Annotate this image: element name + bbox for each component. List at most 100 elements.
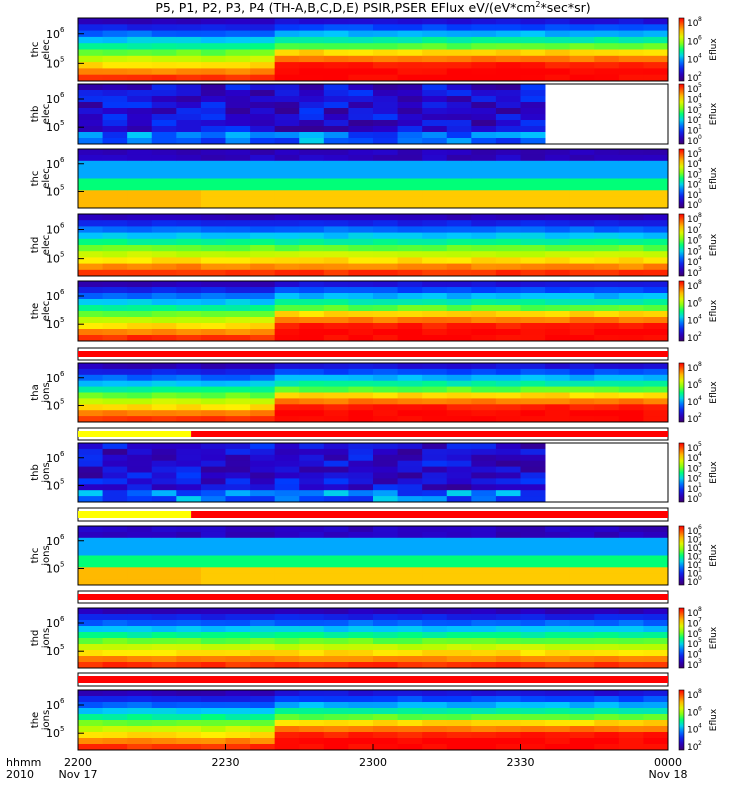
heatmap-cell — [643, 537, 669, 545]
heatmap-cell — [274, 68, 300, 76]
heatmap-cell — [545, 238, 571, 246]
heatmap-cell — [348, 392, 374, 399]
heatmap-cell — [127, 281, 153, 288]
heatmap-cell — [299, 317, 325, 324]
heatmap-cell — [446, 172, 472, 179]
heatmap-cell — [78, 732, 103, 739]
heatmap-cell — [495, 579, 521, 586]
heatmap-cell — [545, 74, 571, 82]
heatmap-cell — [299, 650, 325, 657]
heatmap-cell — [520, 404, 546, 411]
heatmap-cell — [299, 138, 325, 145]
heatmap-cell — [471, 484, 497, 491]
heatmap-cell — [471, 644, 497, 651]
heatmap-cell — [299, 404, 325, 411]
heatmap-cell — [373, 537, 398, 545]
panel-probe-label: thb — [30, 106, 41, 123]
heatmap-cell — [348, 102, 374, 109]
heatmap-cell — [127, 251, 153, 258]
heatmap-cell — [200, 363, 226, 370]
heatmap-cell — [78, 726, 103, 733]
heatmap-cell — [471, 196, 497, 203]
heatmap-cell — [520, 472, 546, 479]
heatmap-cell — [78, 120, 103, 127]
heatmap-cell — [176, 214, 202, 221]
heatmap-cell — [545, 24, 571, 31]
mode-bar-segment — [78, 676, 668, 683]
heatmap-cell — [151, 18, 177, 25]
heatmap-cell — [348, 368, 374, 376]
heatmap-cell — [225, 374, 251, 382]
heatmap-cell — [545, 696, 571, 703]
heatmap-cell — [102, 531, 128, 539]
heatmap-cell — [299, 149, 325, 156]
heatmap-cell — [569, 549, 595, 556]
heatmap-cell — [422, 714, 448, 721]
heatmap-cell — [594, 531, 620, 539]
heatmap-cell — [274, 160, 300, 168]
heatmap-cell — [348, 714, 374, 721]
heatmap-cell — [446, 329, 472, 336]
heatmap-cell — [176, 281, 202, 288]
heatmap-cell — [78, 245, 103, 252]
heatmap-cell — [520, 24, 546, 31]
heatmap-cell — [643, 644, 669, 651]
heatmap-cell — [78, 160, 103, 168]
heatmap-cell — [495, 632, 521, 639]
heatmap-cell — [102, 202, 128, 209]
heatmap-cell — [225, 220, 251, 227]
heatmap-cell — [200, 690, 226, 697]
heatmap-cell — [373, 549, 398, 556]
heatmap-cell — [422, 84, 448, 91]
heatmap-cell — [200, 368, 226, 376]
heatmap-cell — [250, 269, 276, 277]
heatmap-cell — [594, 726, 620, 733]
heatmap-cell — [594, 650, 620, 657]
heatmap-cell — [200, 245, 226, 252]
heatmap-cell — [250, 96, 276, 103]
heatmap-cell — [446, 714, 472, 721]
colorbar-label: Eflux — [709, 299, 719, 322]
heatmap-cell — [618, 632, 644, 639]
heatmap-cell — [397, 202, 423, 209]
heatmap-cell — [495, 293, 521, 300]
colorbar-tick-exponent: 1 — [698, 482, 702, 489]
y-tick-exponent: 5 — [60, 119, 64, 127]
heatmap-cell — [250, 281, 276, 288]
heatmap-cell — [151, 720, 177, 727]
heatmap-cell — [299, 263, 325, 271]
heatmap-cell — [299, 620, 325, 627]
heatmap-cell — [225, 43, 251, 50]
heatmap-cell — [250, 398, 276, 405]
heatmap-cell — [299, 573, 325, 580]
heatmap-cell — [373, 380, 398, 387]
heatmap-cell — [225, 172, 251, 179]
heatmap-cell — [200, 374, 226, 382]
heatmap-cell — [151, 726, 177, 733]
heatmap-cell — [299, 287, 325, 294]
heatmap-cell — [545, 178, 571, 185]
heatmap-cell — [569, 650, 595, 657]
colorbar-tick-exponent: 8 — [698, 361, 702, 368]
heatmap-cell — [545, 702, 571, 709]
heatmap-cell — [348, 720, 374, 727]
heatmap-cell — [78, 132, 103, 139]
heatmap-cell — [176, 543, 202, 550]
heatmap-cell — [422, 410, 448, 417]
heatmap-cell — [127, 232, 153, 240]
heatmap-cell — [446, 638, 472, 645]
heatmap-cell — [594, 744, 620, 751]
heatmap-cell — [176, 149, 202, 156]
heatmap-cell — [151, 363, 177, 370]
heatmap-cell — [446, 220, 472, 227]
heatmap-cell — [102, 416, 128, 423]
heatmap-cell — [569, 732, 595, 739]
heatmap-cell — [102, 561, 128, 568]
heatmap-cell — [495, 744, 521, 751]
heatmap-cell — [176, 172, 202, 179]
heatmap-cell — [618, 43, 644, 50]
heatmap-cell — [373, 443, 398, 450]
heatmap-cell — [446, 317, 472, 324]
panel-species-label: elec — [41, 104, 52, 125]
panel-frame — [77, 280, 669, 342]
